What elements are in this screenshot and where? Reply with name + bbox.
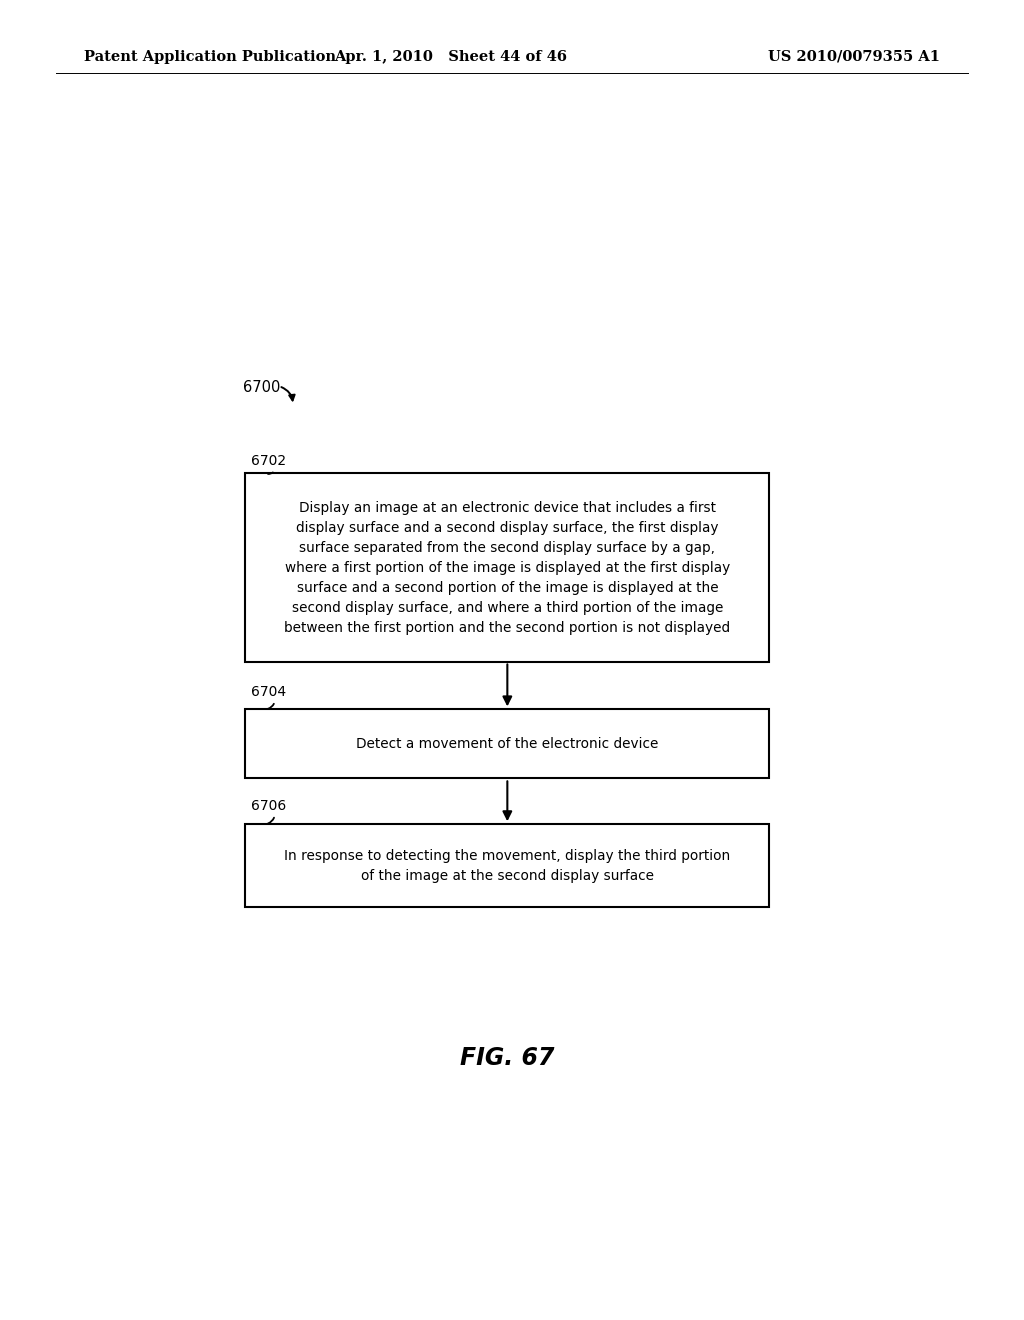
FancyBboxPatch shape [246, 824, 769, 907]
Text: FIG. 67: FIG. 67 [460, 1045, 555, 1071]
Text: Detect a movement of the electronic device: Detect a movement of the electronic devi… [356, 737, 658, 751]
Text: 6700: 6700 [243, 380, 281, 395]
Text: Patent Application Publication: Patent Application Publication [84, 50, 336, 63]
Text: 6704: 6704 [251, 685, 286, 700]
Text: 6706: 6706 [251, 799, 287, 813]
Text: Apr. 1, 2010   Sheet 44 of 46: Apr. 1, 2010 Sheet 44 of 46 [334, 50, 567, 63]
Text: US 2010/0079355 A1: US 2010/0079355 A1 [768, 50, 940, 63]
FancyBboxPatch shape [246, 474, 769, 661]
Text: Display an image at an electronic device that includes a first
display surface a: Display an image at an electronic device… [285, 500, 730, 635]
Text: In response to detecting the movement, display the third portion
of the image at: In response to detecting the movement, d… [285, 849, 730, 883]
FancyBboxPatch shape [246, 709, 769, 779]
Text: 6702: 6702 [251, 454, 286, 469]
